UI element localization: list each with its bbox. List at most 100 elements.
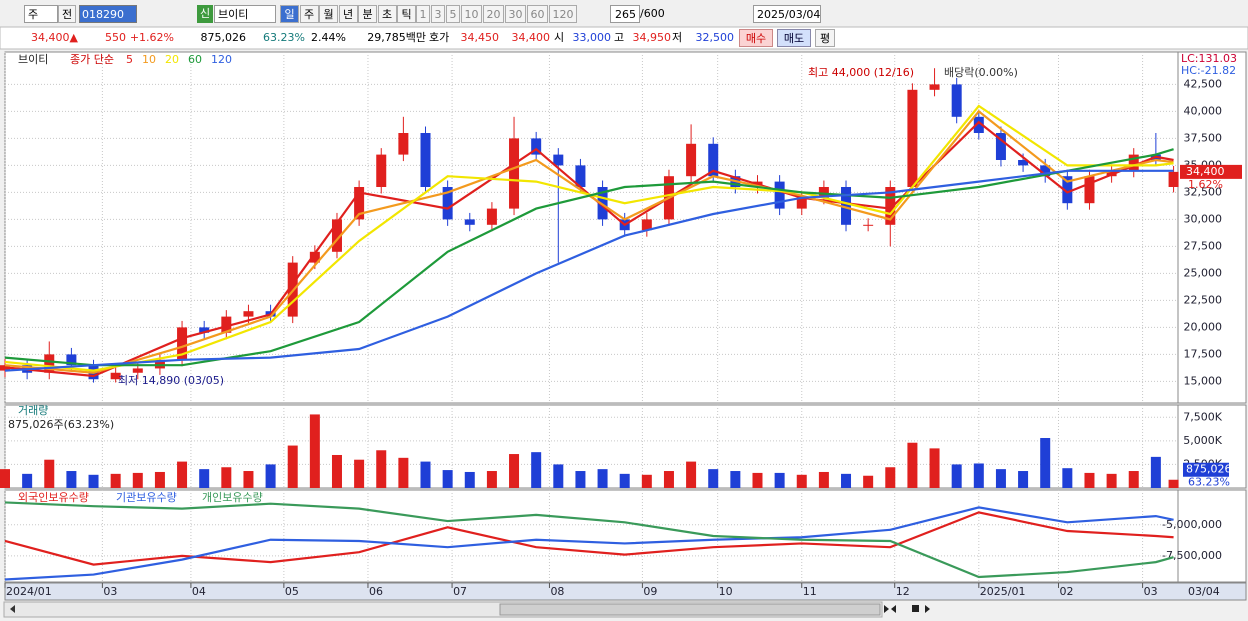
volume-bar xyxy=(752,472,763,488)
sell-button[interactable]: 매도 xyxy=(777,29,811,47)
candle-body xyxy=(354,187,365,220)
volume-bar xyxy=(995,469,1006,488)
candle-body xyxy=(177,327,188,360)
code-input[interactable]: 018290 xyxy=(79,5,137,23)
count-input[interactable]: 265 xyxy=(610,5,640,23)
interval-button[interactable]: 10 xyxy=(461,5,482,23)
volume-bar xyxy=(951,464,962,488)
volume-bar xyxy=(154,471,165,488)
panel-subtitle: 875,026주(63.23%) xyxy=(8,418,114,431)
axis-panel xyxy=(1177,489,1247,583)
buy-button[interactable]: 매수 xyxy=(739,29,773,47)
volume-bar xyxy=(199,469,210,488)
volume-bar xyxy=(575,471,586,488)
volume-bar xyxy=(553,464,564,488)
candle-body xyxy=(376,154,387,187)
interval-button[interactable]: 120 xyxy=(549,5,577,23)
moving-average-line xyxy=(4,104,1174,372)
high: 34,950 xyxy=(632,31,672,44)
change-pct: +1.62% xyxy=(129,31,174,44)
interval-button[interactable]: 5 xyxy=(446,5,460,23)
scroll-left[interactable] xyxy=(10,605,15,613)
volume-tag xyxy=(1183,462,1229,477)
volume-bar xyxy=(531,452,542,488)
volume-bar xyxy=(686,461,697,488)
x-tick-label: 2025/01 xyxy=(980,585,1026,598)
interval-button[interactable]: 30 xyxy=(505,5,526,23)
y-tick-label: 20,000 xyxy=(1184,320,1223,333)
volume-bar xyxy=(863,475,874,488)
volume-bar xyxy=(796,474,807,488)
candle-body xyxy=(132,368,143,373)
candle-body xyxy=(509,138,520,209)
panel-title: 브이티 xyxy=(18,53,48,66)
period-button[interactable]: 일 xyxy=(280,5,299,23)
annotation: 배당락(0.00%) xyxy=(944,66,1018,79)
annotation: 최저 14,890 (03/05) xyxy=(118,374,224,387)
scroll-thumb[interactable] xyxy=(499,603,881,616)
volume-bar xyxy=(464,471,475,488)
candle-body xyxy=(885,187,896,225)
high-label: 고 xyxy=(614,31,625,44)
volume: 875,026 xyxy=(200,31,247,44)
ma-label: 종가 단순 xyxy=(70,53,114,66)
interval-button[interactable]: 20 xyxy=(483,5,504,23)
candle-body xyxy=(973,116,984,133)
volume-bar xyxy=(354,459,365,488)
volume-bar xyxy=(442,470,453,488)
volume-bar xyxy=(1084,472,1095,488)
volume-bar xyxy=(486,471,497,488)
low: 32,500 xyxy=(695,31,735,44)
y-tick-label: 37,500 xyxy=(1184,131,1223,144)
candle-body xyxy=(486,208,497,225)
y-tick-label: 15,000 xyxy=(1184,374,1223,387)
volume-bar xyxy=(44,459,55,488)
candle-body xyxy=(199,327,210,333)
period-button[interactable]: 틱 xyxy=(397,5,416,23)
x-last-label: 03/04 xyxy=(1188,585,1220,598)
interval-button[interactable]: 3 xyxy=(431,5,445,23)
prev-button[interactable]: 전 xyxy=(58,5,76,23)
playback-buttons[interactable] xyxy=(884,605,930,613)
eval-button[interactable]: 평 xyxy=(815,29,835,47)
period-select[interactable]: 주 xyxy=(24,5,58,23)
volume-bar xyxy=(287,445,298,488)
stock-name[interactable]: 브이티 xyxy=(214,5,276,23)
candle-body xyxy=(597,187,608,220)
volume-bar xyxy=(1150,456,1161,488)
period-button[interactable]: 분 xyxy=(358,5,377,23)
volume-bar xyxy=(0,469,10,488)
period-button[interactable]: 주 xyxy=(299,5,319,23)
volume-bar xyxy=(641,474,652,488)
period-button[interactable]: 년 xyxy=(338,5,358,23)
period-button[interactable]: 월 xyxy=(319,5,338,23)
candle-body xyxy=(243,311,254,317)
x-tick-label: 06 xyxy=(369,585,383,598)
holding-line xyxy=(4,506,1174,581)
ask-label: 호가 xyxy=(429,31,450,44)
interval-button[interactable]: 60 xyxy=(527,5,548,23)
candle-body xyxy=(641,219,652,231)
candle-body xyxy=(398,133,409,155)
y-tick-label: 32,500 xyxy=(1184,185,1223,198)
volume-bar xyxy=(88,474,99,488)
x-tick-label: 12 xyxy=(896,585,910,598)
volume-bar xyxy=(619,473,630,488)
date-input[interactable]: 2025/03/04 xyxy=(753,5,821,23)
y-tick-label: 40,000 xyxy=(1184,104,1223,117)
candle-body xyxy=(995,133,1006,160)
amount: 29,785백만 xyxy=(367,31,426,44)
candle-body xyxy=(774,181,785,209)
interval-button[interactable]: 1 xyxy=(416,5,430,23)
x-tick-label: 03 xyxy=(1144,585,1158,598)
candle-body xyxy=(796,197,807,209)
holding-line xyxy=(4,501,1174,579)
period-button[interactable]: 초 xyxy=(377,5,397,23)
volume-bar xyxy=(730,471,741,488)
quote-bar xyxy=(0,26,1248,50)
x-tick-label: 2024/01 xyxy=(6,585,52,598)
volume-bar xyxy=(331,454,342,488)
candle-body xyxy=(221,316,232,333)
open: 33,000 xyxy=(572,31,612,44)
